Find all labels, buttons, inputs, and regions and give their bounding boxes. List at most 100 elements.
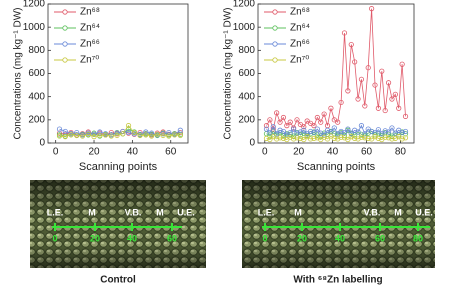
data-point bbox=[385, 129, 392, 135]
data-point bbox=[345, 136, 351, 143]
data-point bbox=[311, 123, 317, 129]
data-point bbox=[331, 135, 337, 141]
data-point bbox=[365, 126, 371, 132]
data-point bbox=[297, 121, 303, 128]
y-tick-label: 400 bbox=[238, 91, 255, 102]
data-point bbox=[335, 131, 341, 137]
region-label: M bbox=[294, 207, 302, 217]
data-point bbox=[372, 82, 378, 88]
data-point bbox=[392, 130, 398, 136]
data-point bbox=[102, 132, 109, 138]
legend-label: Zn⁶⁸ bbox=[80, 7, 100, 18]
data-point bbox=[79, 133, 86, 139]
data-point bbox=[270, 134, 276, 140]
y-tick-label: 800 bbox=[28, 45, 45, 56]
data-point bbox=[379, 131, 385, 137]
data-point bbox=[341, 129, 348, 136]
legend-marker bbox=[62, 25, 68, 31]
region-label: U.E. bbox=[415, 207, 433, 217]
data-point bbox=[294, 135, 300, 141]
x-tick-label: 60 bbox=[165, 147, 177, 158]
scale-label: 0 bbox=[262, 233, 267, 243]
data-point bbox=[74, 132, 80, 139]
data-point bbox=[318, 119, 324, 125]
data-point bbox=[154, 131, 160, 137]
data-point bbox=[307, 120, 314, 126]
data-point bbox=[108, 133, 114, 139]
legend-marker bbox=[62, 41, 68, 47]
region-label: U.E. bbox=[177, 207, 195, 217]
caption: Control bbox=[100, 275, 136, 286]
series-line bbox=[266, 135, 406, 140]
data-point bbox=[137, 132, 143, 139]
data-point bbox=[62, 134, 68, 140]
data-point bbox=[389, 125, 395, 131]
region-label: L.E. bbox=[47, 207, 64, 217]
data-point bbox=[274, 136, 280, 142]
data-point bbox=[166, 133, 172, 139]
data-point bbox=[399, 61, 405, 67]
data-point bbox=[143, 132, 149, 138]
data-point bbox=[314, 126, 320, 132]
data-point bbox=[328, 105, 334, 111]
data-point bbox=[396, 134, 402, 140]
data-point bbox=[362, 103, 368, 109]
data-point bbox=[365, 135, 371, 141]
legend-marker bbox=[62, 57, 68, 63]
region-label: L.E. bbox=[258, 207, 275, 217]
scale-label: 20 bbox=[90, 233, 100, 243]
data-point bbox=[291, 136, 297, 142]
data-point bbox=[396, 105, 402, 111]
plot-frame bbox=[257, 3, 415, 144]
data-point bbox=[297, 135, 303, 141]
data-point bbox=[125, 129, 132, 136]
legend-marker bbox=[272, 25, 278, 31]
x-tick-label: 40 bbox=[327, 147, 339, 158]
y-tick-label: 800 bbox=[238, 45, 255, 56]
data-point bbox=[304, 131, 310, 137]
data-point bbox=[301, 136, 307, 143]
plot-frame bbox=[47, 3, 189, 144]
legend-label: Zn⁷⁰ bbox=[290, 55, 309, 66]
data-point bbox=[307, 128, 314, 135]
data-point bbox=[277, 135, 283, 141]
data-point bbox=[314, 114, 320, 121]
data-point bbox=[338, 99, 344, 106]
data-point bbox=[375, 105, 381, 111]
data-point bbox=[97, 132, 103, 139]
data-point bbox=[338, 128, 344, 135]
data-point bbox=[355, 96, 361, 102]
data-point bbox=[267, 129, 273, 136]
data-point bbox=[304, 118, 310, 124]
y-tick-label: 1000 bbox=[23, 22, 46, 33]
legend-marker bbox=[62, 9, 68, 15]
data-point bbox=[143, 129, 149, 135]
data-point bbox=[352, 59, 358, 65]
y-tick-label: 0 bbox=[249, 138, 255, 149]
data-point bbox=[358, 76, 365, 82]
legend-label: Zn⁶⁸ bbox=[290, 7, 310, 18]
data-point bbox=[267, 133, 273, 139]
data-point bbox=[311, 129, 317, 136]
data-point bbox=[277, 119, 283, 125]
data-point bbox=[396, 127, 402, 133]
data-point bbox=[277, 127, 283, 133]
scale-label: 20 bbox=[297, 233, 307, 243]
data-point bbox=[335, 119, 341, 125]
data-point bbox=[379, 68, 385, 74]
data-point bbox=[328, 133, 334, 139]
data-point bbox=[352, 135, 358, 141]
region-label: V.B. bbox=[125, 207, 142, 217]
y-tick-label: 1200 bbox=[233, 0, 256, 10]
data-point bbox=[177, 127, 183, 133]
data-point bbox=[270, 124, 276, 130]
y-tick-label: 600 bbox=[238, 68, 255, 79]
data-point bbox=[369, 6, 375, 12]
data-point bbox=[375, 127, 381, 133]
y-tick-label: 200 bbox=[238, 114, 255, 125]
data-point bbox=[56, 126, 63, 132]
legend-label: Zn⁶⁴ bbox=[80, 23, 100, 34]
data-point bbox=[263, 126, 270, 132]
y-tick-label: 0 bbox=[39, 138, 45, 149]
